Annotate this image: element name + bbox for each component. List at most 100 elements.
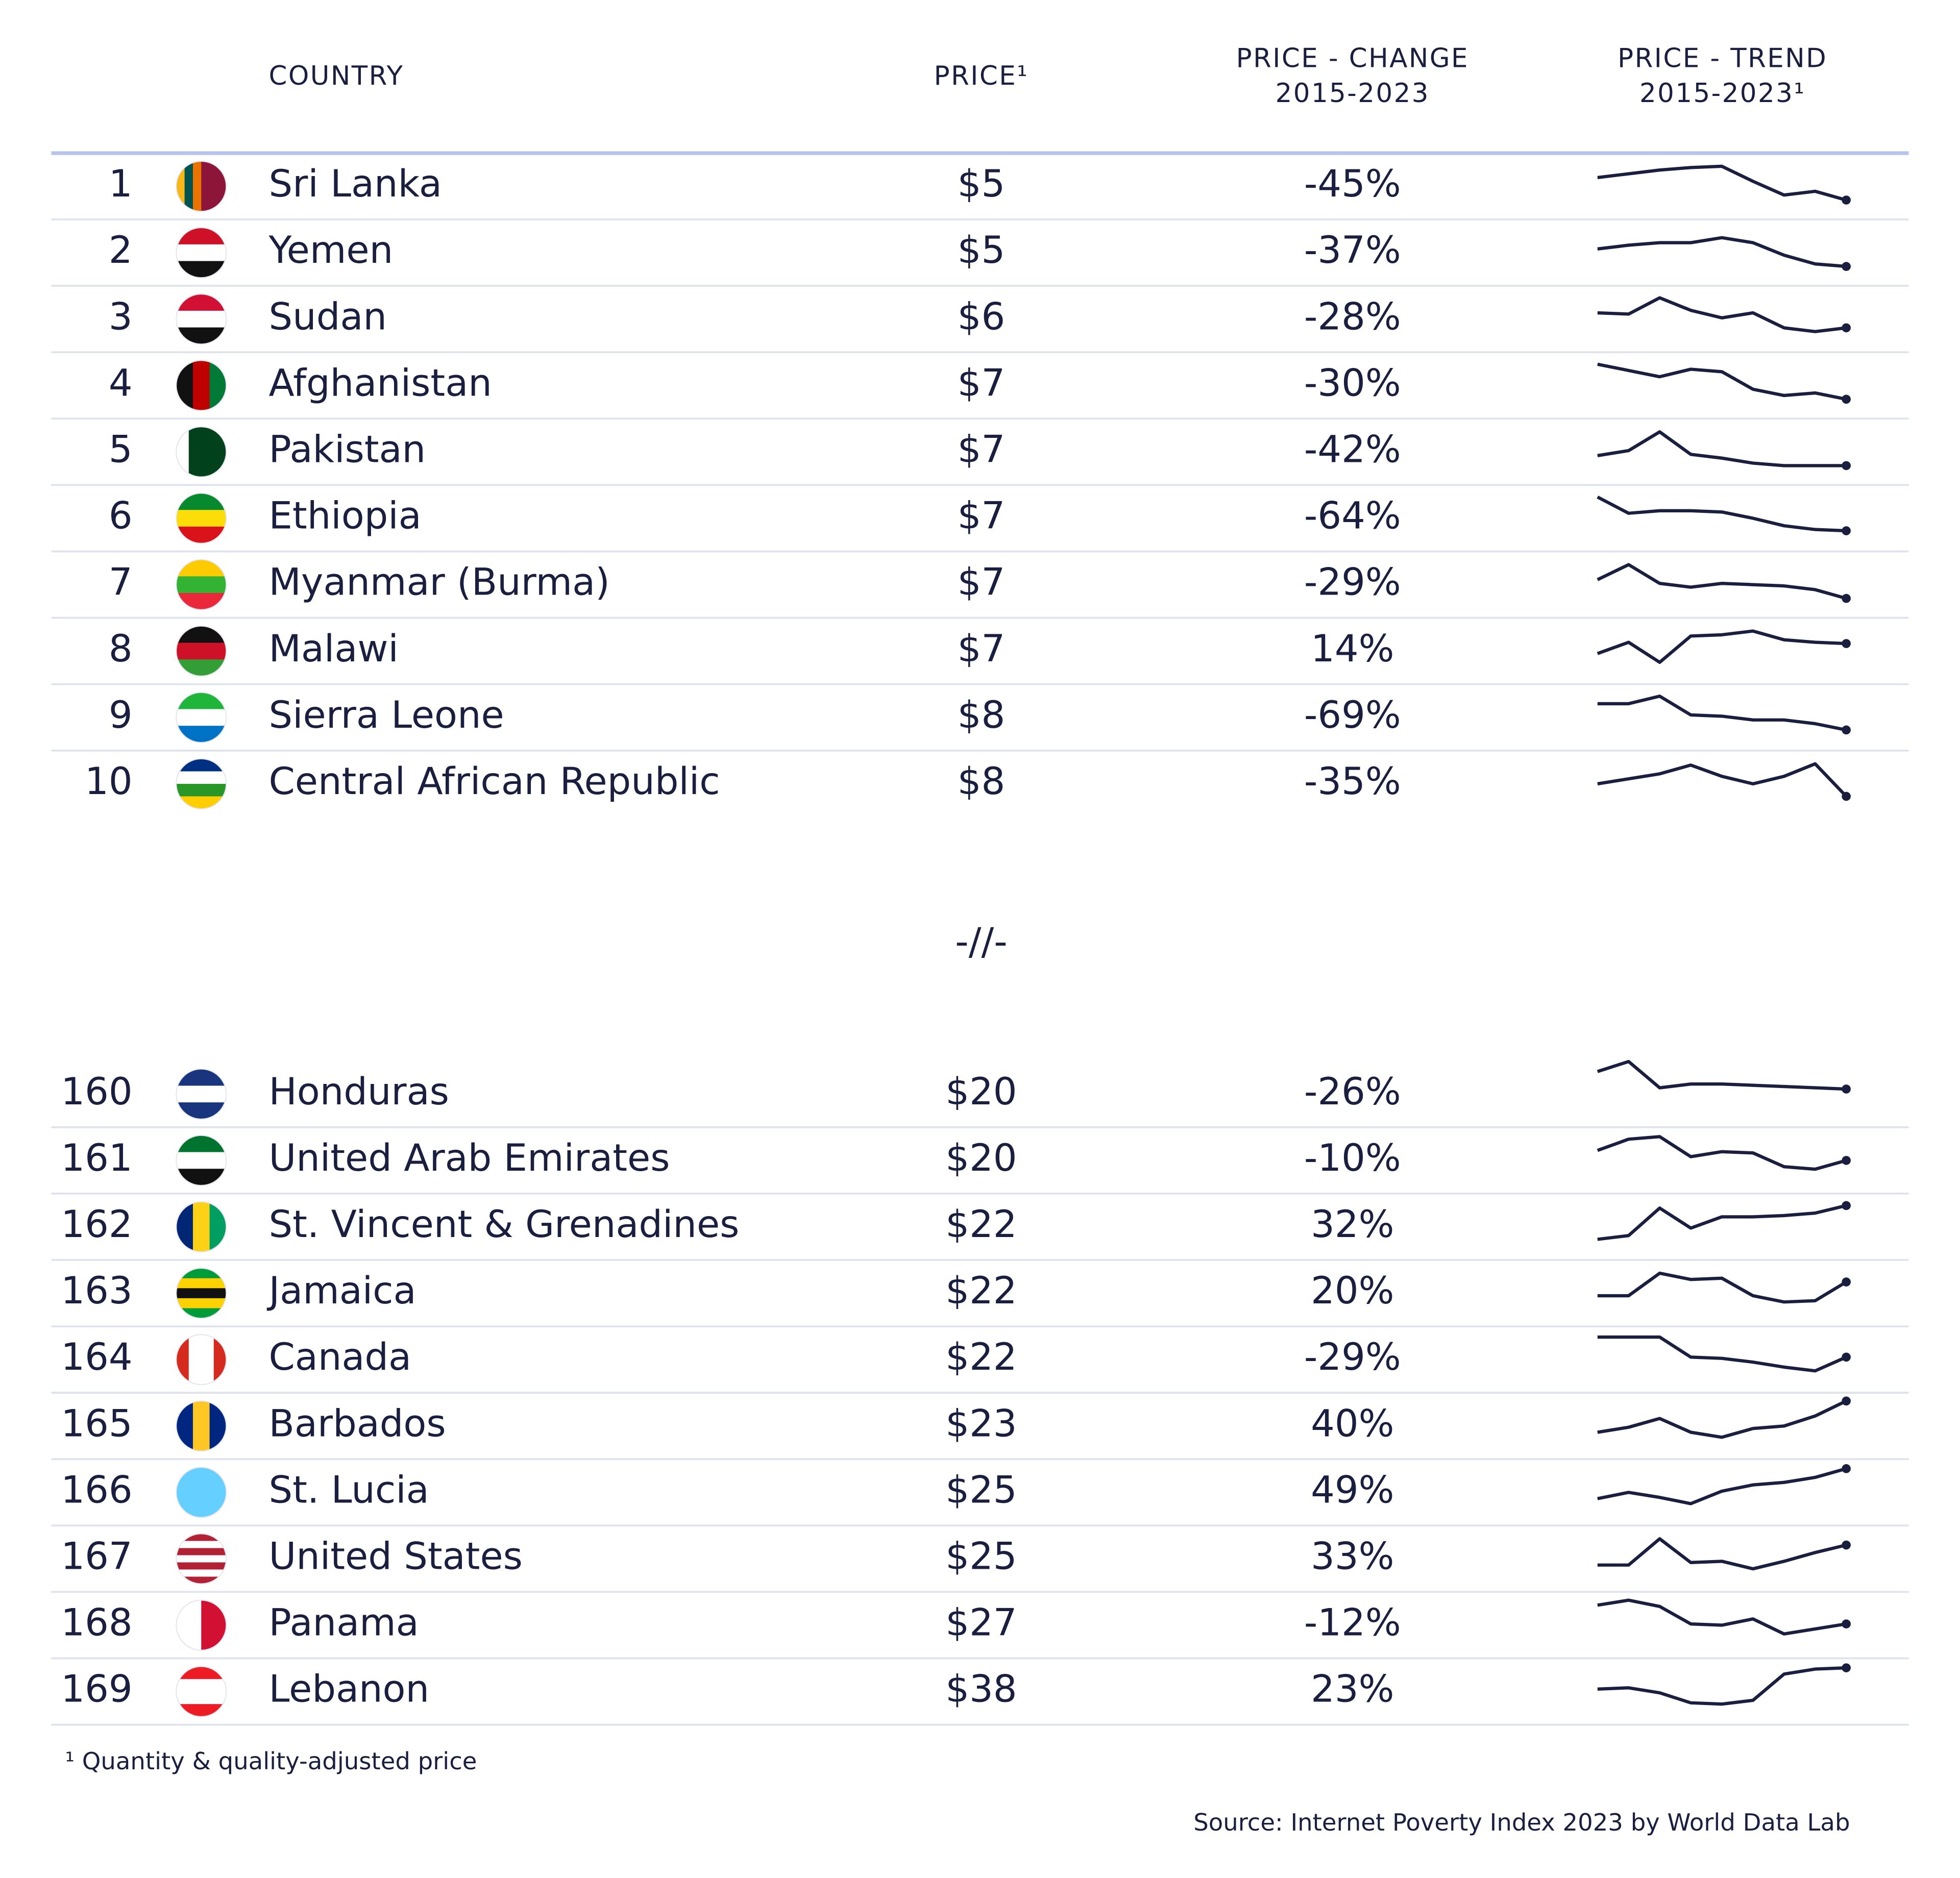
rank: 166 <box>61 1468 132 1512</box>
trend-line <box>1597 563 1847 600</box>
country: Yemen <box>268 229 394 272</box>
flag-stripe <box>176 1268 227 1279</box>
rank: 165 <box>61 1402 132 1445</box>
flag-stripe <box>176 526 227 543</box>
trend-end-dot <box>1842 262 1851 271</box>
trend-line <box>1597 1135 1847 1171</box>
trend-line <box>1597 362 1847 401</box>
flag-stripe <box>176 726 227 743</box>
country: Panama <box>269 1601 419 1645</box>
trend-end-dot <box>1842 1352 1851 1362</box>
country: Honduras <box>269 1070 449 1114</box>
trend-line <box>1597 296 1847 333</box>
flag-stripe <box>176 327 227 344</box>
flag-stripe <box>176 1600 202 1650</box>
rank: 164 <box>61 1336 132 1379</box>
flag-stripe <box>176 1288 227 1299</box>
price-change: -37% <box>1304 229 1401 272</box>
flag-stripe <box>176 1555 227 1563</box>
flag-stripe <box>209 1401 227 1451</box>
price-change: 14% <box>1311 627 1394 671</box>
price-change: -12% <box>1304 1601 1401 1645</box>
rank: 6 <box>109 495 133 538</box>
trend-end-dot <box>1842 639 1851 648</box>
flag-stripe <box>176 1691 227 1705</box>
trend-end-dot <box>1842 461 1851 471</box>
flag-stripe <box>188 1335 202 1385</box>
flag-stripe <box>176 1069 227 1086</box>
trend-line <box>1597 1598 1847 1636</box>
trend-line <box>1597 695 1847 732</box>
price-change: -29% <box>1304 561 1401 604</box>
flag-stripe <box>176 709 227 727</box>
separator: -//- <box>955 920 1008 963</box>
price-change: -10% <box>1304 1136 1401 1180</box>
flag-outline <box>176 1599 227 1651</box>
price: $7 <box>958 561 1005 604</box>
header-trend: PRICE - TREND <box>1618 43 1827 74</box>
country: Malawi <box>269 627 399 671</box>
flag-stripe <box>176 1085 227 1103</box>
trend-line <box>1597 629 1847 664</box>
flag-stripe <box>176 510 227 528</box>
country: Central African Republic <box>269 760 720 803</box>
trend-line <box>1597 762 1848 798</box>
country: Canada <box>269 1336 412 1379</box>
price-change: -29% <box>1304 1336 1401 1379</box>
flag-stripe <box>176 228 227 245</box>
price: $38 <box>945 1668 1017 1711</box>
flag-outline <box>176 1666 227 1717</box>
flag-stripe <box>213 427 227 477</box>
flag-stripe <box>192 360 210 411</box>
flag-stripe <box>201 1600 227 1650</box>
flag-outline <box>176 1467 227 1518</box>
flag-stripe <box>176 310 227 328</box>
price-change: 32% <box>1311 1203 1394 1246</box>
flag-stripe <box>201 1335 214 1385</box>
flag-outline <box>176 1334 227 1386</box>
trend-end-dot <box>1842 1619 1851 1628</box>
trend-end-dot <box>1842 1663 1851 1672</box>
flag-stripe <box>176 1548 227 1556</box>
flag-stripe <box>209 1202 227 1252</box>
flag-stripe <box>176 1169 227 1185</box>
flag-stripe <box>176 1569 227 1577</box>
country: Ethiopia <box>269 495 422 538</box>
flag-stripe <box>176 626 227 644</box>
price-change: -42% <box>1304 428 1401 471</box>
flag-outline <box>176 161 227 212</box>
price: $23 <box>945 1402 1017 1445</box>
flag-stripe <box>176 1102 227 1119</box>
flag-stripe <box>176 643 227 660</box>
flag-stripe <box>176 576 227 594</box>
trend-line <box>1597 1666 1847 1706</box>
trend-line <box>1597 164 1847 202</box>
flag-stripe <box>176 261 227 278</box>
country: Sudan <box>269 295 387 338</box>
flag-stripe <box>176 493 227 511</box>
price-change: -30% <box>1304 361 1401 405</box>
country: United States <box>269 1535 523 1578</box>
flag-stripe <box>176 771 227 785</box>
price: $7 <box>958 361 1005 405</box>
price-change: 33% <box>1311 1535 1394 1578</box>
price: $25 <box>945 1468 1017 1512</box>
flag-stripe <box>176 1308 227 1319</box>
rank: 169 <box>61 1668 132 1711</box>
trend-line <box>1597 1399 1847 1439</box>
price: $8 <box>958 760 1005 803</box>
flag-outline <box>176 758 227 809</box>
trend-end-dot <box>1842 1540 1851 1550</box>
price-change: 23% <box>1311 1668 1394 1711</box>
price: $27 <box>945 1601 1017 1645</box>
flag-stripe <box>188 427 202 477</box>
flag-stripe <box>192 1401 210 1451</box>
trend-line <box>1597 1271 1847 1304</box>
flag-stripe <box>176 1704 227 1717</box>
flag-stripe <box>192 1202 210 1252</box>
trend-line <box>1597 1335 1847 1373</box>
flag-stripe <box>209 161 219 212</box>
header-trend: 2015-2023¹ <box>1639 78 1805 109</box>
trend-end-dot <box>1842 725 1851 735</box>
flag-stripe <box>176 1492 227 1518</box>
